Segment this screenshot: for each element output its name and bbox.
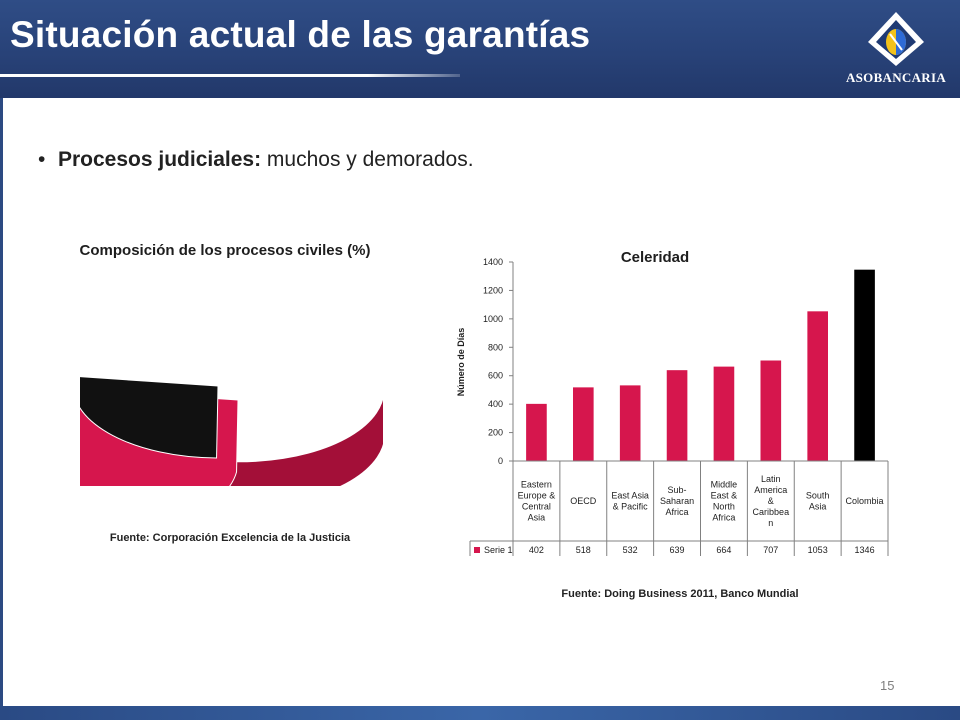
table-value-6: 1053 [808,545,828,555]
pie-label-procesos-line2: ejecutivos [269,357,347,374]
table-value-1: 518 [576,545,591,555]
legend-series-name: Serie 1 [484,545,513,555]
bar-0 [526,403,547,461]
logo-diamond-icon [868,12,924,66]
table-value-4: 664 [716,545,731,555]
asobancaria-logo: ASOBANCARIA [840,8,952,94]
y-tick-label: 0 [498,456,503,466]
bar-7 [854,269,875,461]
y-tick-label: 800 [488,342,503,352]
bullet-item: • Procesos judiciales: muchos y demorados… [38,148,474,172]
slide-title: Situación actual de las garantías [10,14,591,55]
y-tick-label: 400 [488,399,503,409]
slide-footer [0,706,960,720]
logo-text: ASOBANCARIA [845,70,947,85]
category-label-4: Middle East & North Africa [711,480,738,523]
table-value-3: 639 [670,545,685,555]
table-value-7: 1346 [855,545,875,555]
category-label-7: Colombia [846,496,884,506]
bullet-text: muchos y demorados. [261,148,474,171]
y-tick-label: 1000 [483,314,503,324]
bullet-bold-text: Procesos judiciales: [58,148,262,171]
pie-chart: Otros 27% Procesos ejecutivos 73% [80,329,383,486]
y-tick-label: 200 [488,428,503,438]
y-tick-label: 1200 [483,285,503,295]
pie-slice-otros [80,376,219,459]
pie-label-otros: Otros [154,329,197,346]
bar-3 [666,370,688,461]
table-value-0: 402 [529,545,544,555]
bar-source-note: Fuente: Doing Business 2011, Banco Mundi… [561,588,799,600]
pie-source-note: Fuente: Corporación Excelencia de la Jus… [109,532,351,544]
bar-chart: Celeridad Número de Días 0 200 400 600 800 1000… [456,249,889,556]
table-value-5: 707 [763,545,778,555]
category-label-3: Sub-Saharan Africa [660,485,694,517]
category-label-5: Latin America & Caribbea n [753,474,790,528]
bullet-dot-icon: • [38,148,46,171]
pie-label-procesos-line1: Procesos [272,335,344,352]
bar-1 [573,387,594,461]
y-axis-label: Número de Días [456,328,466,397]
legend-key [474,547,480,553]
bar-4 [713,366,735,461]
page-number: 15 [880,678,895,693]
title-underline [0,74,460,77]
bar-chart-title: Celeridad [621,249,689,266]
category-label-1: OECD [570,496,597,506]
bar-5 [760,360,782,461]
pie-chart-title: Composición de los procesos civiles (%) [79,242,371,259]
left-border [0,98,3,708]
bar-6 [807,311,828,461]
category-label-0: Eastern Europe & Central Asia [518,480,556,523]
y-tick-label: 1400 [483,257,503,267]
pie-value-procesos: 73% [292,379,324,396]
bar-2 [619,385,641,461]
category-label-2: East Asia & Pacific [611,491,649,512]
table-value-2: 532 [623,545,638,555]
pie-value-otros: 27% [159,351,191,368]
category-label-6: South Asia [806,491,830,512]
y-tick-label: 600 [488,371,503,381]
slide-header: Situación actual de las garantías ASOBAN… [0,0,960,98]
